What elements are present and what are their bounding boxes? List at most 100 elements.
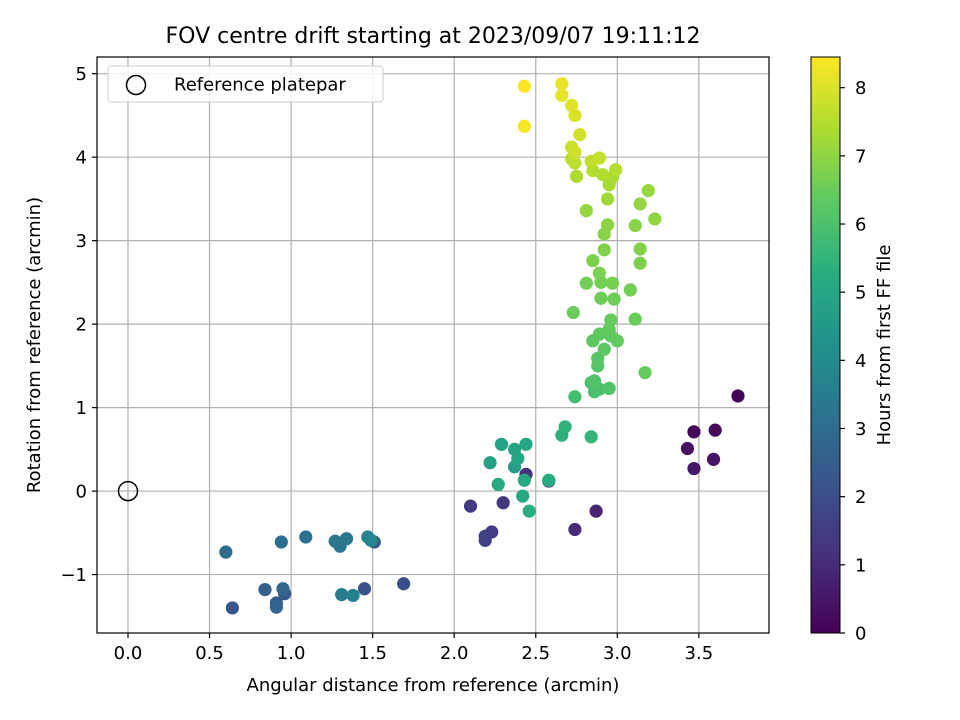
data-point	[592, 151, 606, 165]
data-point	[600, 192, 615, 206]
data-point	[687, 425, 701, 439]
reference-platepar-marker	[117, 480, 139, 502]
colorbar-tick-label: 0	[855, 624, 866, 645]
data-point	[346, 588, 360, 603]
data-point	[569, 169, 584, 183]
data-point	[517, 119, 531, 133]
data-point	[584, 430, 598, 444]
x-axis-ticks: 0.0 0.5 1.0 1.5 2.0 2.5 3.0 3.5	[114, 633, 714, 664]
colorbar-tick-label: 6	[855, 215, 866, 236]
data-point	[687, 461, 701, 476]
data-point	[568, 390, 582, 404]
grid	[97, 57, 769, 633]
data-point	[623, 283, 637, 297]
data-point	[357, 582, 372, 596]
y-tick-label: 4	[76, 148, 87, 169]
data-point	[579, 276, 593, 290]
y-tick-label: 0	[76, 482, 87, 503]
data-point	[276, 582, 290, 596]
y-axis-ticks: −1 0 1 2 3 4 5	[60, 64, 97, 586]
y-tick-label: −1	[60, 565, 87, 586]
x-tick-label: 2.5	[521, 643, 550, 664]
data-point	[274, 535, 288, 549]
data-point	[219, 545, 233, 559]
data-point	[597, 342, 611, 356]
data-point	[573, 128, 587, 142]
data-point	[586, 254, 600, 268]
colorbar-ticks: 0 1 2 3 4 5 6 7 8	[840, 78, 866, 645]
data-point	[519, 437, 533, 451]
chart-title: FOV centre drift starting at 2023/09/07 …	[166, 24, 701, 49]
data-point	[568, 522, 582, 537]
data-point	[587, 374, 602, 388]
x-tick-label: 0.5	[195, 643, 224, 664]
y-tick-label: 2	[76, 315, 87, 336]
data-point	[522, 504, 536, 518]
data-point	[516, 489, 530, 503]
data-point	[517, 79, 531, 93]
legend-entry-label: Reference platepar	[174, 75, 346, 96]
data-point	[638, 365, 652, 380]
data-point	[600, 218, 615, 232]
data-point	[633, 256, 647, 270]
colorbar	[810, 56, 841, 634]
data-point	[610, 334, 624, 348]
data-point	[496, 496, 510, 510]
data-point	[463, 499, 478, 513]
data-point	[633, 197, 647, 211]
plot-frame	[96, 56, 770, 634]
data-point	[568, 145, 582, 159]
data-point	[708, 423, 722, 437]
data-point	[558, 420, 572, 434]
data-points	[219, 77, 745, 615]
y-axis-label: Rotation from reference (arcmin)	[24, 197, 45, 493]
data-point	[604, 313, 618, 327]
data-point	[478, 533, 492, 547]
data-point	[555, 88, 569, 102]
x-axis-label: Angular distance from reference (arcmin)	[247, 675, 620, 696]
colorbar-tick-label: 4	[855, 351, 866, 372]
data-point	[566, 305, 580, 320]
x-tick-label: 2.0	[440, 643, 469, 664]
colorbar-tick-label: 8	[855, 78, 866, 99]
data-point	[579, 204, 593, 218]
data-point	[731, 389, 745, 403]
colorbar-tick-label: 3	[855, 419, 866, 440]
data-point	[641, 183, 655, 198]
data-point	[592, 327, 606, 341]
data-point	[517, 473, 531, 487]
data-point	[589, 504, 603, 518]
data-point	[648, 212, 662, 226]
legend-marker-icon	[125, 74, 147, 96]
data-point	[591, 351, 605, 365]
colorbar-tick-label: 7	[855, 146, 866, 167]
data-point	[605, 276, 620, 290]
data-point	[491, 477, 505, 492]
data-point	[609, 163, 623, 177]
data-point	[628, 219, 642, 233]
y-tick-label: 1	[76, 398, 87, 419]
data-point	[299, 530, 313, 544]
x-tick-label: 3.5	[685, 643, 714, 664]
data-point	[328, 534, 342, 548]
y-tick-label: 5	[76, 64, 87, 85]
data-point	[542, 473, 556, 487]
data-point	[594, 291, 608, 305]
data-point	[680, 441, 695, 456]
data-point	[225, 601, 239, 615]
data-point	[269, 600, 284, 614]
x-tick-label: 3.0	[603, 643, 632, 664]
data-point	[565, 98, 579, 113]
legend: Reference platepar	[107, 65, 384, 103]
data-point	[706, 452, 721, 466]
data-point	[592, 266, 606, 280]
data-point	[555, 77, 569, 91]
colorbar-label: Hours from first FF file	[874, 245, 895, 446]
data-point	[511, 451, 525, 466]
data-point	[628, 312, 642, 326]
data-point	[258, 582, 272, 597]
data-point	[494, 437, 509, 451]
colorbar-tick-label: 5	[855, 283, 866, 304]
x-tick-label: 1.0	[277, 643, 306, 664]
